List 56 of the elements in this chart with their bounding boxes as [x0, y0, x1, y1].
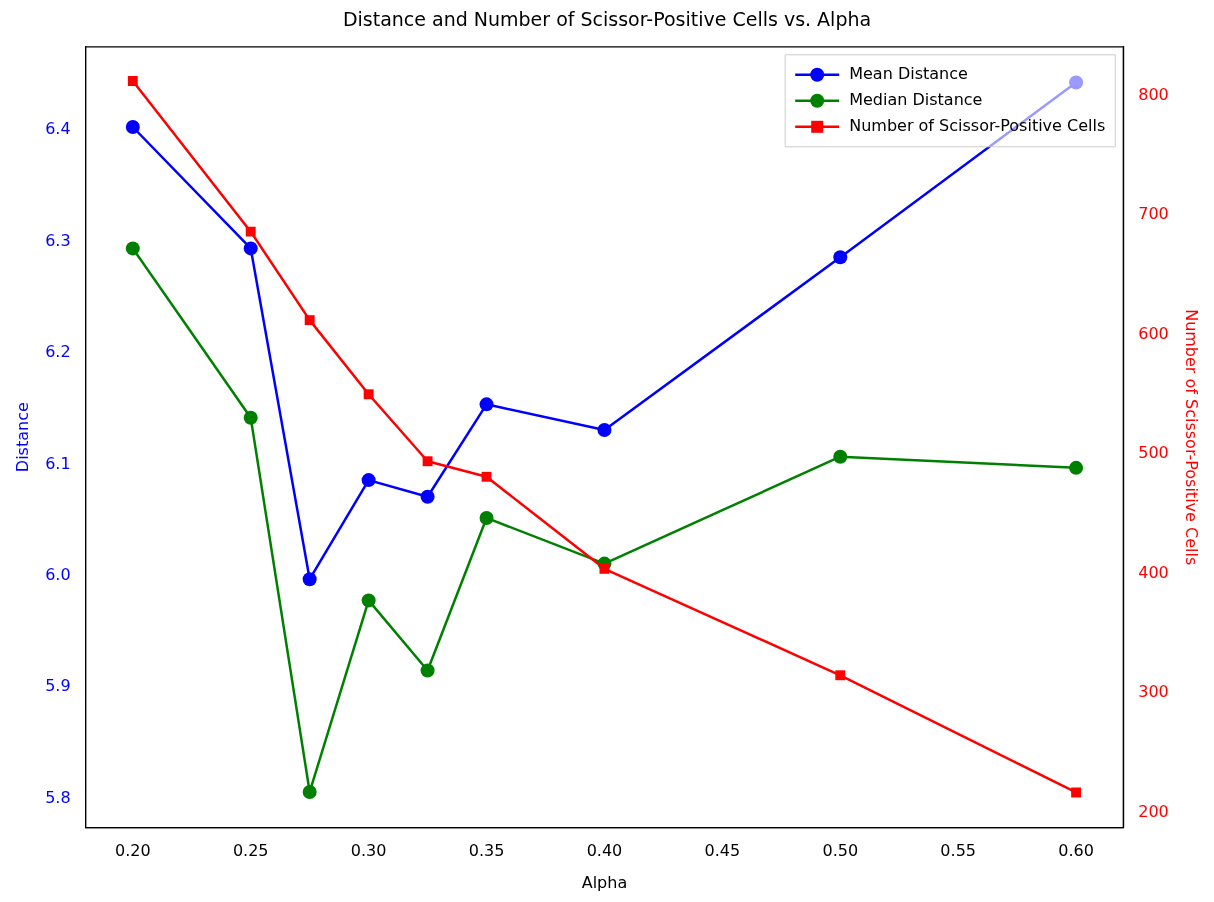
- y2-tick-label: 600: [1138, 323, 1169, 343]
- y-tick-label: 6.1: [45, 453, 71, 473]
- y-tick-label: 6.4: [45, 119, 71, 139]
- y2-tick-label: 400: [1138, 562, 1169, 582]
- point: [420, 489, 435, 504]
- point: [243, 410, 258, 425]
- y-tick-label: 6.2: [45, 342, 71, 362]
- y2-tick-label: 800: [1138, 84, 1169, 104]
- point: [363, 389, 374, 400]
- point: [302, 572, 317, 587]
- legend-label: Median Distance: [849, 89, 983, 109]
- point: [481, 471, 492, 482]
- point: [835, 670, 846, 681]
- point: [479, 397, 494, 412]
- x-tick-label: 0.55: [940, 841, 976, 861]
- point: [1069, 75, 1084, 90]
- legend-label: Mean Distance: [849, 63, 968, 83]
- y-tick-label: 5.8: [45, 787, 71, 807]
- point: [833, 250, 848, 265]
- y2-axis-title: Number of Scissor-Positive Cells: [1182, 309, 1202, 566]
- y2-tick-label: 200: [1138, 801, 1169, 821]
- point: [597, 422, 612, 437]
- chart-title: Distance and Number of Scissor-Positive Cells vs. Alpha: [342, 8, 872, 31]
- point: [125, 241, 140, 256]
- y2-tick-label: 500: [1138, 443, 1169, 463]
- x-tick-label: 0.35: [468, 841, 505, 861]
- point: [479, 510, 494, 525]
- y-tick-label: 5.9: [45, 676, 71, 696]
- y-tick-label: 6.0: [45, 565, 71, 585]
- point: [422, 456, 433, 467]
- x-tick-label: 0.60: [1058, 841, 1094, 861]
- point: [243, 241, 258, 256]
- y2-tick-label: 700: [1138, 204, 1169, 224]
- x-tick-label: 0.30: [350, 841, 387, 861]
- y2-tick-label: 300: [1138, 682, 1169, 702]
- point: [361, 473, 376, 488]
- point: [1069, 460, 1084, 475]
- y-axis-title: Distance: [12, 402, 32, 473]
- x-tick-label: 0.20: [115, 841, 151, 861]
- point: [127, 76, 138, 86]
- y-tick-label: 6.3: [45, 230, 71, 250]
- point: [1071, 787, 1082, 798]
- legend-label: Number of Scissor-Positive Cells: [849, 115, 1106, 135]
- point: [420, 663, 435, 678]
- point: [125, 120, 140, 134]
- x-tick-label: 0.45: [704, 841, 741, 861]
- point: [833, 449, 848, 464]
- x-tick-label: 0.25: [232, 841, 269, 861]
- x-tick-label: 0.40: [586, 841, 623, 861]
- point: [599, 563, 610, 574]
- point: [361, 593, 376, 608]
- x-tick-label: 0.50: [822, 841, 859, 861]
- point: [302, 784, 317, 799]
- point: [245, 226, 256, 237]
- x-axis-title: Alpha: [581, 872, 628, 892]
- point: [304, 315, 315, 326]
